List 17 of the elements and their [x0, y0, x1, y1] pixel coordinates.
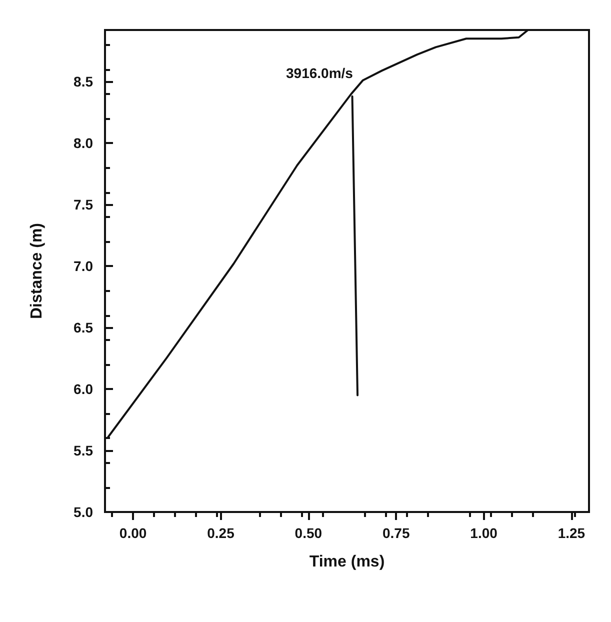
x-tick-label: 0.25 [207, 525, 235, 541]
x-axis-title: Time (ms) [309, 554, 385, 570]
x-tick-label: 0.75 [382, 525, 410, 541]
y-tick-label: 5.0 [74, 504, 94, 520]
x-tick-label: 0.50 [294, 525, 322, 541]
x-tick-label: 1.25 [558, 525, 586, 541]
y-tick-label: 6.5 [74, 320, 94, 336]
y-tick-label: 7.5 [74, 196, 94, 213]
x-tick-label: 1.00 [470, 525, 498, 541]
y-tick-label: 5.5 [74, 442, 94, 459]
y-tick-label: 7.0 [74, 258, 94, 274]
annotation: 3916.0m/s [286, 65, 354, 81]
y-tick-label: 8.0 [74, 135, 94, 152]
x-tick-label: 0.00 [119, 525, 147, 541]
y-tick-label: 8.5 [74, 74, 94, 90]
y-axis-title: Distance (m) [28, 222, 46, 320]
y-tick-label: 6.0 [74, 381, 94, 398]
